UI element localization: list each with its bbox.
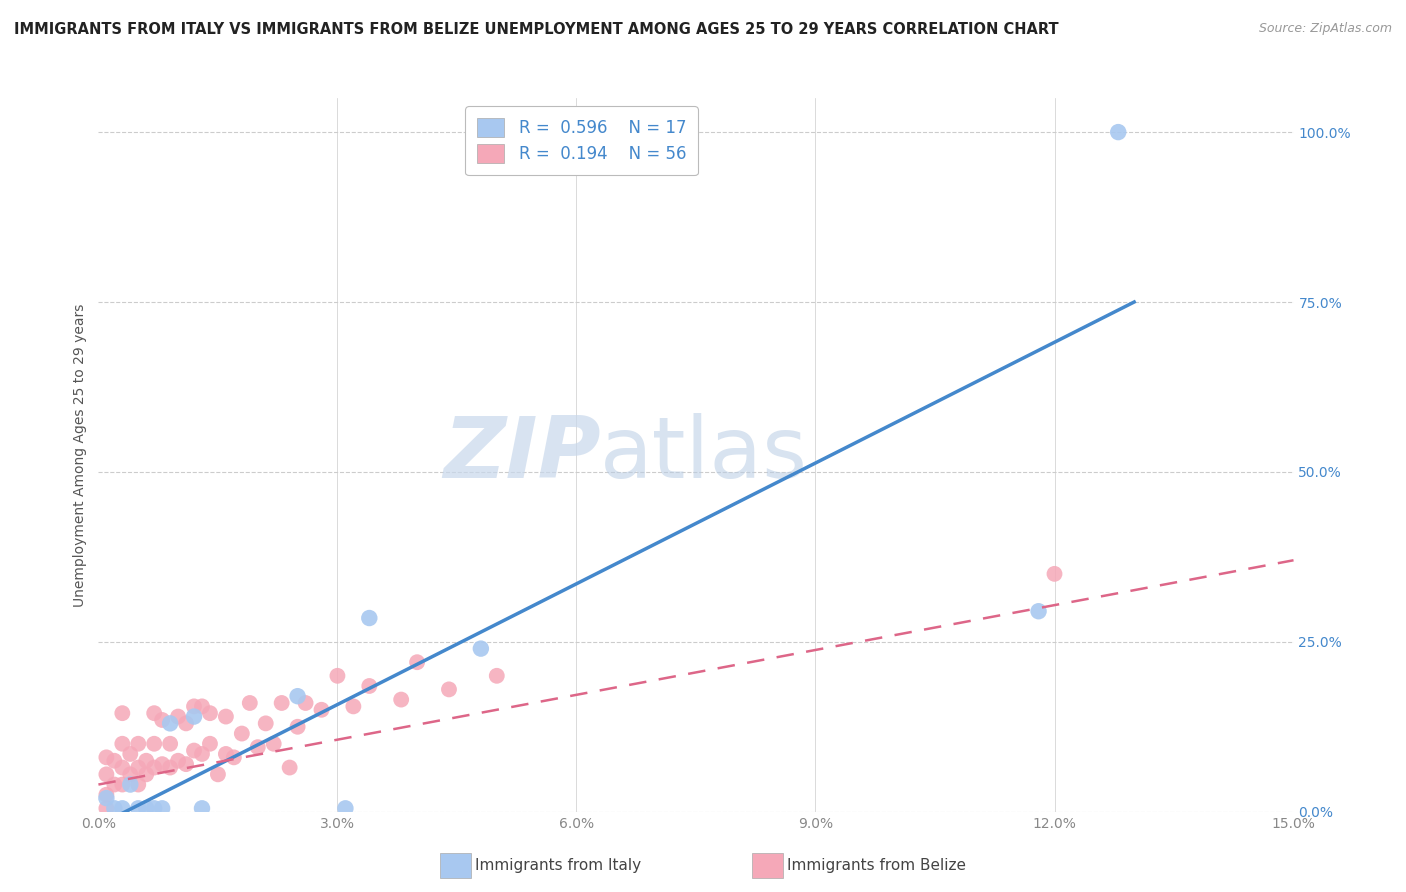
Point: [183, 743, 205, 757]
Point: [103, 754, 125, 768]
Point: [96, 788, 118, 802]
Point: [485, 669, 508, 683]
Point: [1043, 566, 1066, 581]
Point: [135, 754, 157, 768]
Text: Immigrants from Italy: Immigrants from Italy: [475, 858, 641, 872]
Point: [174, 716, 197, 731]
Point: [159, 716, 181, 731]
Point: [127, 801, 149, 815]
Legend: R =  0.596    N = 17, R =  0.194    N = 56: R = 0.596 N = 17, R = 0.194 N = 56: [465, 106, 697, 175]
Point: [111, 737, 134, 751]
Point: [263, 737, 285, 751]
Text: Immigrants from Belize: Immigrants from Belize: [787, 858, 966, 872]
Text: ZIP: ZIP: [443, 413, 600, 497]
Point: [359, 679, 381, 693]
Point: [246, 740, 269, 755]
Point: [1107, 125, 1129, 139]
Point: [143, 706, 166, 721]
Point: [150, 713, 173, 727]
Point: [198, 706, 221, 721]
Point: [437, 682, 460, 697]
Point: [389, 692, 412, 706]
Point: [159, 760, 181, 774]
Point: [150, 757, 173, 772]
Text: atlas: atlas: [600, 413, 808, 497]
Point: [183, 709, 205, 723]
Point: [159, 737, 181, 751]
Point: [207, 767, 229, 781]
Point: [198, 737, 221, 751]
Point: [342, 699, 364, 714]
Point: [359, 611, 381, 625]
Point: [96, 750, 118, 764]
Point: [191, 699, 214, 714]
Point: [167, 754, 190, 768]
Point: [103, 801, 125, 815]
Point: [470, 641, 492, 656]
Point: [120, 767, 142, 781]
Point: [143, 760, 166, 774]
Point: [103, 778, 125, 792]
Point: [135, 801, 157, 815]
Point: [111, 778, 134, 792]
Point: [1028, 604, 1050, 618]
Point: [143, 737, 166, 751]
Point: [183, 699, 205, 714]
Point: [215, 709, 238, 723]
Point: [287, 689, 309, 703]
Point: [111, 801, 134, 815]
Point: [111, 760, 134, 774]
Point: [96, 767, 118, 781]
Point: [239, 696, 262, 710]
Point: [111, 706, 134, 721]
Point: [254, 716, 277, 731]
Point: [150, 801, 173, 815]
Y-axis label: Unemployment Among Ages 25 to 29 years: Unemployment Among Ages 25 to 29 years: [73, 303, 87, 607]
Point: [120, 778, 142, 792]
Point: [143, 801, 166, 815]
Point: [127, 737, 149, 751]
Point: [406, 655, 429, 669]
Point: [174, 757, 197, 772]
Point: [96, 791, 118, 805]
Point: [287, 720, 309, 734]
Point: [278, 760, 301, 774]
Text: Source: ZipAtlas.com: Source: ZipAtlas.com: [1258, 22, 1392, 36]
Point: [191, 747, 214, 761]
Point: [222, 750, 245, 764]
Point: [135, 767, 157, 781]
Point: [215, 747, 238, 761]
Point: [96, 801, 118, 815]
Point: [191, 801, 214, 815]
Point: [326, 669, 349, 683]
Point: [120, 747, 142, 761]
Point: [335, 801, 357, 815]
Point: [311, 703, 333, 717]
Point: [167, 709, 190, 723]
Point: [270, 696, 292, 710]
Point: [127, 778, 149, 792]
Point: [231, 726, 253, 740]
Text: IMMIGRANTS FROM ITALY VS IMMIGRANTS FROM BELIZE UNEMPLOYMENT AMONG AGES 25 TO 29: IMMIGRANTS FROM ITALY VS IMMIGRANTS FROM…: [14, 22, 1059, 37]
Point: [127, 760, 149, 774]
Point: [294, 696, 316, 710]
